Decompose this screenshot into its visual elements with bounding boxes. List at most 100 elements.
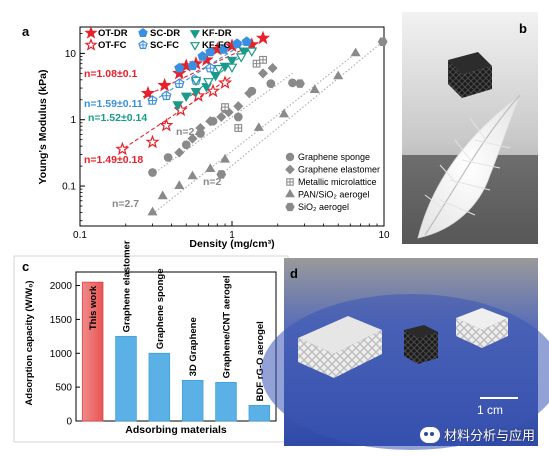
- wechat-icon: [419, 426, 440, 443]
- panel-a-axes: 0.1 1 10 0.1 1 10: [62, 33, 390, 241]
- data-point: [244, 88, 255, 99]
- legend-label: KF-FC: [202, 40, 231, 51]
- legend-label: SC-DR: [150, 28, 180, 39]
- data-point: [216, 111, 227, 123]
- legend-marker: [138, 28, 148, 38]
- data-point: [205, 46, 216, 57]
- white-lattice-cube: [456, 308, 508, 348]
- legend-label: Metallic microlattice: [298, 177, 377, 187]
- x-tick-label: 1: [229, 230, 235, 241]
- data-point: [241, 36, 252, 47]
- bar-label: 3D Graphene: [188, 317, 199, 376]
- bar-graphene-cnt-aerogel: [215, 381, 237, 422]
- panel-a-xlabel: Density (mg/cm³): [189, 238, 274, 250]
- data-point: [216, 170, 227, 179]
- data-point: [234, 124, 243, 132]
- data-point: [226, 56, 238, 67]
- data-point: [205, 83, 221, 98]
- data-point: [140, 85, 156, 100]
- legend-marker: [286, 178, 294, 186]
- panel-b-photo: b: [402, 12, 538, 244]
- legend-label: SC-FC: [150, 40, 179, 51]
- data-point: [278, 108, 290, 118]
- data-point: [226, 63, 238, 73]
- data-point: [172, 65, 187, 80]
- series-metallic-microlattice: [221, 55, 267, 132]
- data-point: [253, 122, 264, 131]
- data-point: [187, 60, 198, 71]
- series-graphene-elastomer: [174, 63, 278, 158]
- data-point: [190, 76, 202, 87]
- data-point: [147, 206, 158, 216]
- x-tick-label: 10: [378, 230, 390, 241]
- data-point: [213, 64, 225, 75]
- data-point: [266, 79, 276, 89]
- data-point: [350, 47, 361, 57]
- panel-a-data-points: [115, 30, 388, 216]
- data-point: [217, 75, 233, 89]
- bar-label: Graphene sponge: [155, 269, 166, 350]
- white-lattice-block: [298, 316, 382, 378]
- fit-label: n=2.7: [112, 198, 139, 210]
- legend-marker: [189, 42, 201, 51]
- panel-c-plot-frame: [75, 271, 277, 422]
- data-point: [195, 122, 206, 134]
- bar-graphene-elastomer: [115, 335, 137, 422]
- legend-literature: Graphene sponge Graphene elastomer Metalli…: [285, 152, 380, 212]
- data-point: [219, 153, 231, 163]
- black-lattice-cube: [448, 52, 492, 98]
- legend-label: Graphene sponge: [298, 152, 370, 162]
- panel-d-letter: d: [290, 266, 298, 281]
- data-point: [231, 38, 243, 49]
- data-point: [145, 134, 160, 149]
- legend-label: SiO₂ aerogel: [298, 202, 349, 212]
- fit-label: n=2: [203, 176, 222, 188]
- data-point: [190, 87, 202, 98]
- bar-label: This work: [88, 285, 99, 330]
- data-point: [163, 153, 173, 162]
- data-point: [235, 53, 247, 63]
- data-point: [174, 62, 185, 73]
- data-point: [180, 92, 192, 103]
- bar-label: Graphene/CNT aerogel: [222, 275, 233, 378]
- y-tick-label: 0.1: [62, 182, 76, 193]
- fit-labels: n=1.08±0.1 n=1.59±0.11 n=1.52±0.14 n=1.49±0…: [84, 68, 222, 210]
- feather-illustration: [417, 93, 521, 239]
- data-point: [187, 170, 198, 180]
- panel-a-letter: a: [22, 24, 30, 39]
- data-point: [172, 101, 184, 111]
- data-point: [259, 55, 267, 64]
- fit-label: n=1.08±0.1: [84, 68, 138, 80]
- legend-marker: [138, 40, 148, 50]
- series-sio-aerogel: [216, 37, 388, 179]
- data-point: [159, 117, 174, 132]
- legend-marker: [84, 38, 98, 51]
- fit-line: [152, 72, 293, 175]
- y-tick-label: 2000: [50, 281, 73, 292]
- data-point: [187, 133, 198, 144]
- fit-label: n=1.49±0.18: [84, 154, 143, 166]
- panel-c-ylabel: Adsorption capacity (W/W₀): [24, 280, 35, 405]
- data-point: [147, 95, 158, 105]
- x-tick-label: 0.1: [73, 230, 87, 241]
- y-tick-label: 500: [55, 383, 72, 394]
- data-point: [148, 168, 157, 177]
- fit-label: n=1.59±0.11: [84, 98, 143, 110]
- data-point: [295, 79, 305, 88]
- bar-graphene-sponge: [148, 352, 171, 422]
- panel-a-fit-lines: [118, 37, 384, 215]
- data-point: [174, 180, 185, 189]
- legend-marker: [84, 26, 98, 39]
- data-point: [205, 116, 216, 127]
- bar-label: BDF rG-O aerogel: [255, 321, 266, 401]
- data-point: [333, 70, 344, 80]
- data-point: [205, 163, 216, 172]
- data-point: [174, 147, 185, 158]
- legend-marker: [189, 30, 201, 39]
- data-point: [197, 51, 208, 61]
- legend-label: Graphene elastomer: [298, 165, 380, 175]
- legend-label: OT-DR: [98, 28, 128, 39]
